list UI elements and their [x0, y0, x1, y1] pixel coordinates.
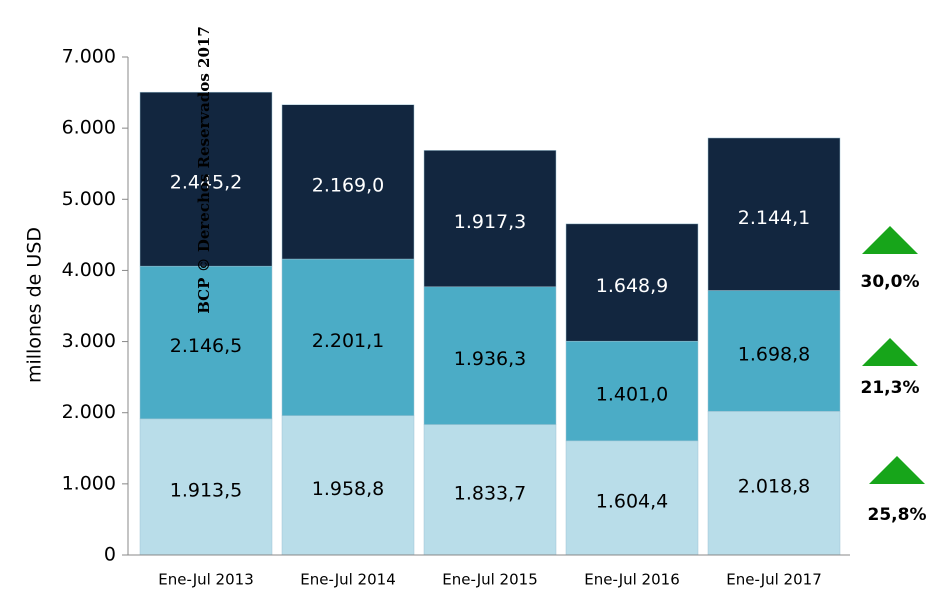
bar-segment: [565, 223, 699, 342]
annotation: 21,3%: [861, 378, 920, 398]
annotation: 30,0%: [861, 272, 920, 292]
value-label: 1.958,8: [312, 478, 385, 500]
value-label: 2.144,1: [738, 207, 811, 229]
value-label: 2.169,0: [312, 174, 385, 196]
value-label: 1.401,0: [596, 384, 669, 406]
y-tick-label: 3.000: [62, 330, 116, 352]
y-tick-label: 4.000: [62, 259, 116, 281]
x-tick-label: Ene-Jul 2016: [584, 571, 680, 589]
bar-segment: [565, 440, 699, 556]
bar-segment: [707, 137, 841, 291]
bar-segment: [423, 286, 557, 425]
value-label: 2.201,1: [312, 330, 385, 352]
y-axis-label: millones de USD: [24, 227, 46, 383]
up-arrow: [862, 338, 918, 366]
bar-segment: [565, 340, 699, 442]
x-tick-label: Ene-Jul 2014: [300, 571, 396, 589]
watermark: BCP © Derechos Reservados 2017: [195, 26, 213, 314]
value-label: 1.913,5: [170, 479, 243, 501]
value-label: 2.018,8: [738, 476, 811, 498]
value-label: 1.917,3: [454, 211, 527, 233]
bar-segment: [281, 258, 415, 416]
x-tick-label: Ene-Jul 2013: [158, 571, 254, 589]
bar-segment: [707, 290, 841, 412]
bar-segment: [707, 411, 841, 556]
value-label: 1.604,4: [596, 490, 669, 512]
value-label: 2.146,5: [170, 335, 243, 357]
bar-segment: [139, 418, 273, 556]
value-label: 2.445,2: [170, 172, 243, 194]
x-tick-label: Ene-Jul 2015: [442, 571, 538, 589]
y-tick-label: 2.000: [62, 401, 116, 423]
annotation: 25,8%: [868, 505, 927, 525]
x-tick-label: Ene-Jul 2017: [726, 571, 822, 589]
y-tick-label: 7.000: [62, 46, 116, 68]
value-label: 1.936,3: [454, 348, 527, 370]
y-tick-label: 0: [104, 544, 116, 566]
bar-segment: [281, 104, 415, 260]
y-tick-label: 1.000: [62, 472, 116, 494]
value-label: 1.833,7: [454, 482, 527, 504]
bar-segment: [139, 265, 273, 420]
y-tick-label: 6.000: [62, 117, 116, 139]
up-arrow: [862, 226, 918, 254]
bar-segment: [281, 415, 415, 556]
bar-segment: [423, 424, 557, 556]
up-arrow: [869, 456, 925, 484]
bar-segment: [423, 150, 557, 288]
bar-segment: [139, 91, 273, 267]
value-label: 1.698,8: [738, 343, 811, 365]
value-label: 1.648,9: [596, 275, 669, 297]
y-tick-label: 5.000: [62, 188, 116, 210]
